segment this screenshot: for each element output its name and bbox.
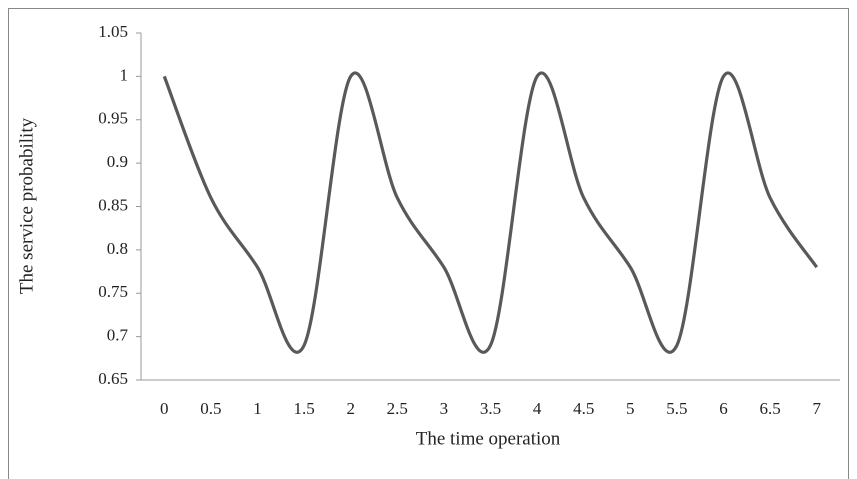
y-tick-label: 1.05 <box>98 22 128 41</box>
x-tick-label: 6 <box>719 399 728 418</box>
y-tick-label: 0.8 <box>107 239 128 258</box>
x-tick-label: 4.5 <box>573 399 594 418</box>
x-tick-label: 3 <box>440 399 449 418</box>
x-tick-label: 3.5 <box>480 399 501 418</box>
x-axis-label: The time operation <box>416 428 561 449</box>
x-tick-label: 0.5 <box>200 399 221 418</box>
x-tick-label: 2.5 <box>387 399 408 418</box>
y-tick-label: 0.95 <box>98 109 128 128</box>
y-tick-label: 0.75 <box>98 282 128 301</box>
y-tick-label: 0.9 <box>107 152 128 171</box>
y-tick-label: 0.7 <box>107 326 129 345</box>
x-tick-label: 1 <box>253 399 262 418</box>
x-tick-label: 4 <box>533 399 542 418</box>
y-axis-label: The service probability <box>16 117 37 294</box>
data-line <box>162 71 819 354</box>
x-tick-label: 1.5 <box>293 399 314 418</box>
y-tick-label: 0.85 <box>98 195 128 214</box>
y-tick-label: 0.65 <box>98 369 128 388</box>
x-tick-label: 7 <box>812 399 821 418</box>
x-tick-label: 5 <box>626 399 635 418</box>
x-tick-label: 5.5 <box>666 399 687 418</box>
x-tick-label: 2 <box>346 399 355 418</box>
x-tick-label: 6.5 <box>759 399 780 418</box>
x-tick-label: 0 <box>160 399 169 418</box>
y-tick-label: 1 <box>120 65 129 84</box>
